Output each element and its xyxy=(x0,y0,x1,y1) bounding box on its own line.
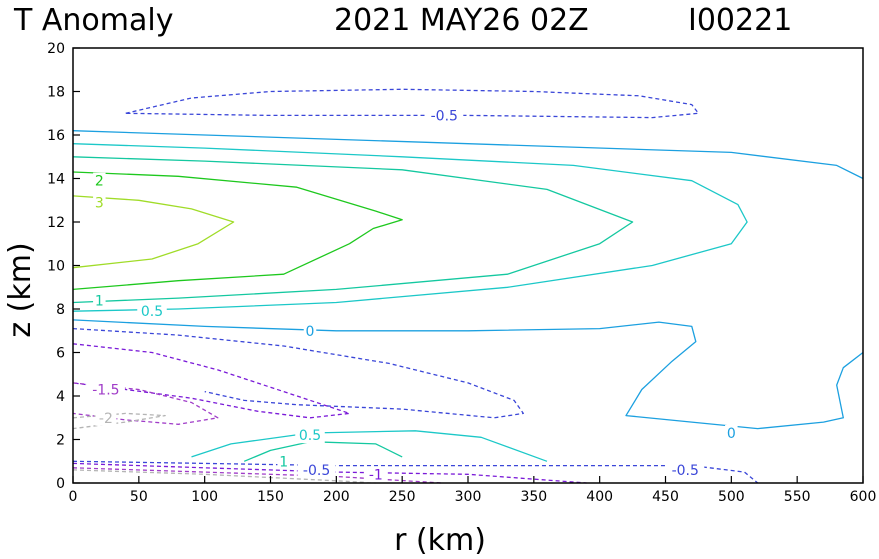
contour-labels: -0.5 2 3 1 0.5 0 -1.5 -2 0 0.5 1 -0.5 -1 -0.5 xyxy=(86,107,738,483)
y-tick-label: 18 xyxy=(47,85,65,101)
contour-label: 2 xyxy=(95,174,104,190)
contour-label: 0 xyxy=(727,426,736,442)
y-tick-label: 6 xyxy=(56,346,65,362)
x-tick-label: 350 xyxy=(520,489,547,505)
contour-line-15 xyxy=(72,467,442,484)
contour-line-12 xyxy=(243,441,403,462)
contour-line-11 xyxy=(191,430,548,462)
contour-label-background xyxy=(666,461,705,478)
y-axis-label: z (km) xyxy=(3,242,38,337)
contour-label: 0.5 xyxy=(299,428,321,444)
contour-label-background xyxy=(295,427,325,444)
contour-label: -1.5 xyxy=(92,382,119,398)
x-tick-label: 250 xyxy=(389,489,416,505)
y-tick-label: 12 xyxy=(47,215,65,231)
contour-label-background xyxy=(86,381,125,398)
chart-date: 2021 MAY26 02Z xyxy=(334,3,589,38)
y-tick-label: 20 xyxy=(47,41,65,57)
x-tick-label: 400 xyxy=(586,489,613,505)
plot-frame xyxy=(72,47,864,484)
y-tick-label: 4 xyxy=(56,389,65,405)
contour-label-background xyxy=(95,409,117,426)
x-tick-label: 450 xyxy=(652,489,679,505)
contour-line-3 xyxy=(72,156,634,304)
x-tick-label: 200 xyxy=(323,489,350,505)
axis-ticks: 0 50 100 150 200 250 300 350 400 450 500 550 6000246… xyxy=(47,41,876,505)
contour-label-background xyxy=(425,107,464,124)
contour-label: 0.5 xyxy=(141,304,163,320)
x-tick-label: 500 xyxy=(718,489,745,505)
contour-line-5 xyxy=(72,195,235,269)
y-tick-label: 10 xyxy=(47,259,65,275)
contour-label: 1 xyxy=(95,293,104,309)
contour-line-8 xyxy=(72,343,351,419)
contour-label-background xyxy=(93,172,106,189)
x-tick-label: 150 xyxy=(257,489,284,505)
contour-line-9 xyxy=(72,382,219,425)
contour-label-background xyxy=(725,424,738,441)
y-tick-label: 14 xyxy=(47,172,65,188)
contour-line-0 xyxy=(125,88,700,119)
contour-label: 1 xyxy=(279,454,288,470)
contour-label: -0.5 xyxy=(431,108,458,124)
contour-line-6 xyxy=(72,319,864,430)
contour-label-background xyxy=(303,322,317,339)
x-tick-label: 50 xyxy=(130,489,148,505)
contour-label-background xyxy=(93,194,106,211)
contour-line-4 xyxy=(72,171,403,291)
contour-label-background xyxy=(277,453,290,470)
y-tick-label: 0 xyxy=(56,476,65,492)
x-axis-label: r (km) xyxy=(394,523,486,558)
y-tick-label: 16 xyxy=(47,128,65,144)
contour-label-background xyxy=(365,466,387,483)
contour-label-background xyxy=(93,292,106,309)
contour-label: 3 xyxy=(95,195,104,211)
x-tick-label: 300 xyxy=(455,489,482,505)
x-tick-label: 600 xyxy=(850,489,877,505)
x-tick-label: 100 xyxy=(191,489,218,505)
contour-label: -2 xyxy=(99,411,113,427)
contour-label: -1 xyxy=(369,467,383,483)
contour-line-1 xyxy=(72,130,864,180)
contour-label-background xyxy=(297,461,336,478)
y-tick-label: 2 xyxy=(56,433,65,449)
x-tick-label: 550 xyxy=(784,489,811,505)
chart-case-id: I00221 xyxy=(688,3,792,38)
contour-line-13 xyxy=(72,460,759,484)
chart-title: T Anomaly xyxy=(13,3,173,38)
contour-label: 0 xyxy=(306,324,315,340)
contour-label: -0.5 xyxy=(672,463,699,479)
x-tick-label: 0 xyxy=(69,489,78,505)
contour-line-2 xyxy=(72,143,748,312)
contour-label-background xyxy=(137,303,167,320)
contour-line-7 xyxy=(72,327,524,419)
contour-line-14 xyxy=(72,462,587,484)
contour-lines xyxy=(72,88,864,484)
contour-label: -0.5 xyxy=(303,463,330,479)
y-tick-label: 8 xyxy=(56,302,65,318)
